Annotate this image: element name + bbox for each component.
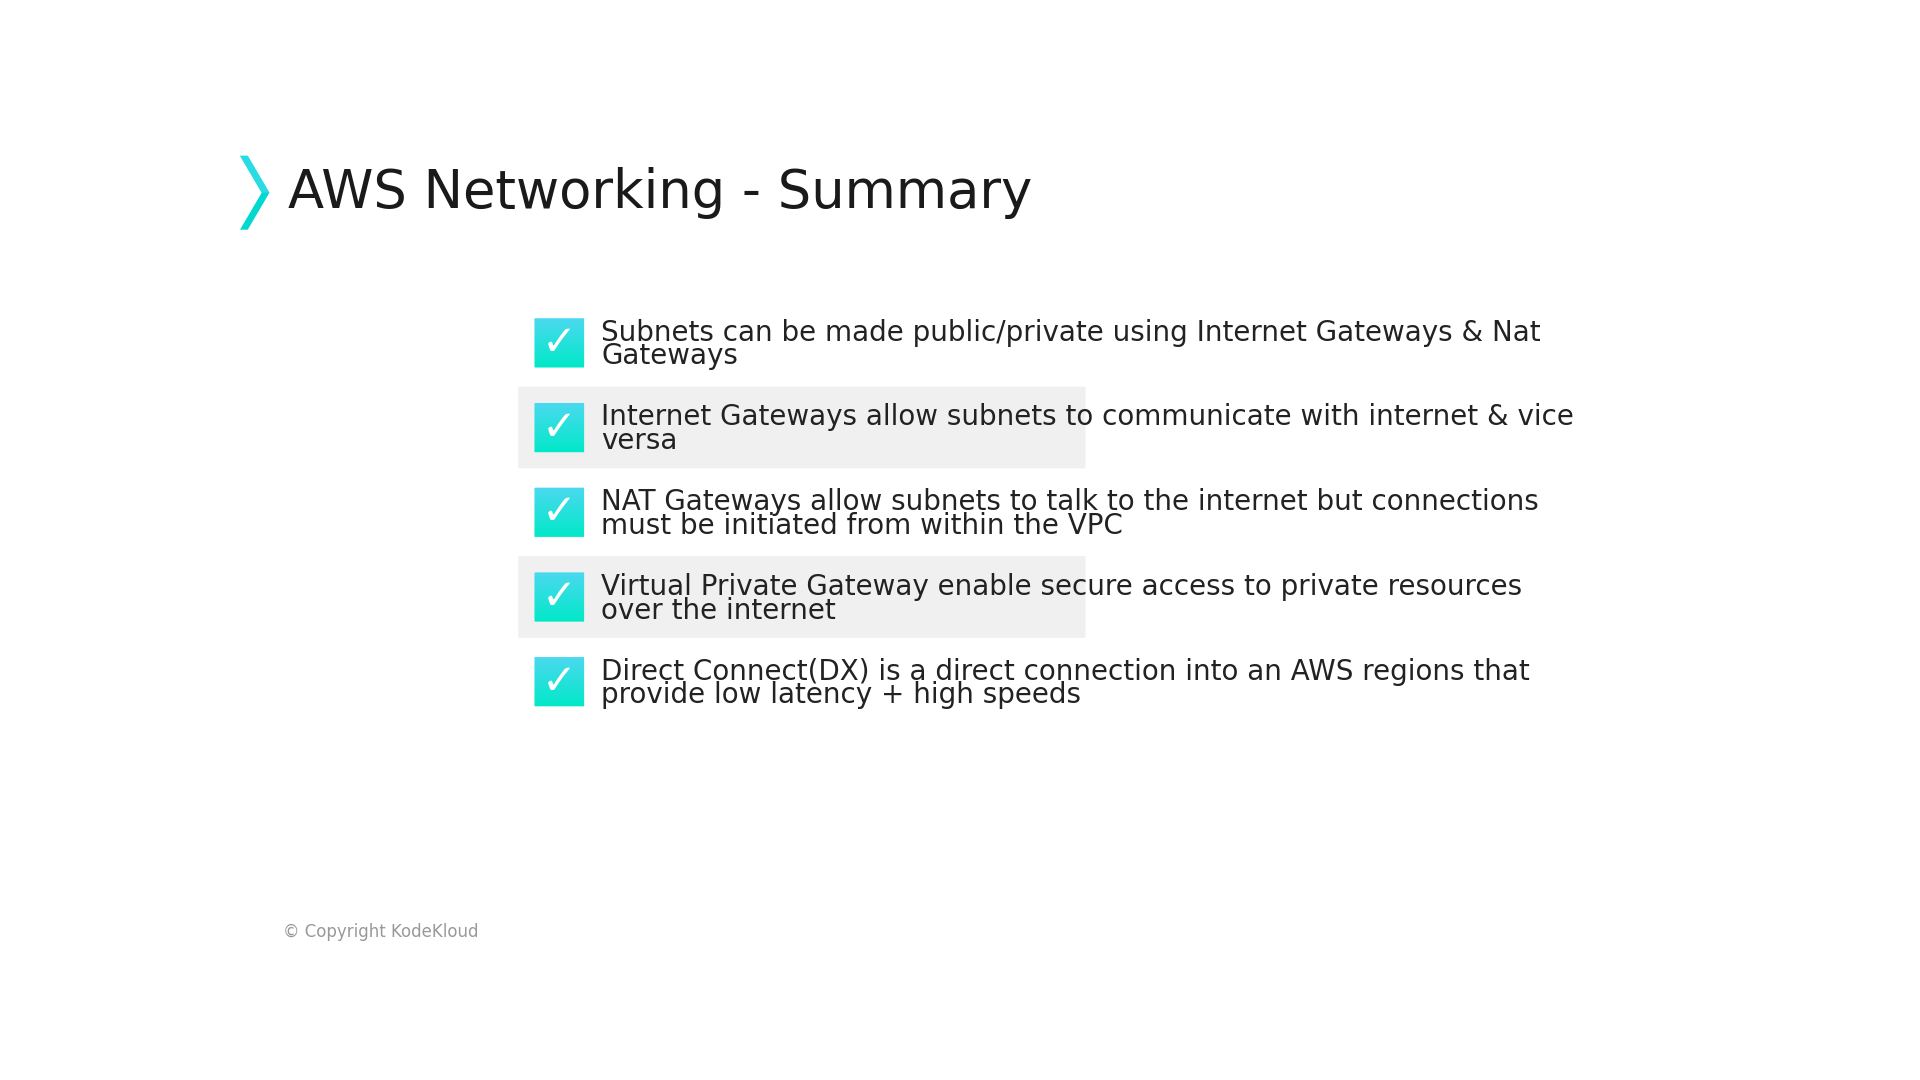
FancyBboxPatch shape — [518, 640, 1085, 723]
FancyBboxPatch shape — [518, 387, 1085, 469]
Text: ✓: ✓ — [541, 576, 576, 618]
Text: NAT Gateways allow subnets to talk to the internet but connections: NAT Gateways allow subnets to talk to th… — [601, 488, 1540, 516]
Polygon shape — [240, 156, 269, 230]
Text: Subnets can be made public/private using Internet Gateways & Nat: Subnets can be made public/private using… — [601, 319, 1540, 347]
Text: ✓: ✓ — [541, 406, 576, 448]
Text: provide low latency + high speeds: provide low latency + high speeds — [601, 681, 1081, 710]
Text: Gateways: Gateways — [601, 342, 737, 370]
Text: versa: versa — [601, 428, 678, 455]
Text: Virtual Private Gateway enable secure access to private resources: Virtual Private Gateway enable secure ac… — [601, 572, 1523, 600]
Text: ✓: ✓ — [541, 661, 576, 703]
Text: Internet Gateways allow subnets to communicate with internet & vice: Internet Gateways allow subnets to commu… — [601, 404, 1574, 431]
FancyBboxPatch shape — [518, 302, 1085, 383]
FancyBboxPatch shape — [518, 556, 1085, 638]
FancyBboxPatch shape — [518, 472, 1085, 553]
Text: Direct Connect(DX) is a direct connection into an AWS regions that: Direct Connect(DX) is a direct connectio… — [601, 658, 1530, 686]
Text: ✓: ✓ — [541, 322, 576, 364]
Text: over the internet: over the internet — [601, 596, 835, 624]
Text: AWS Networking - Summary: AWS Networking - Summary — [288, 166, 1033, 219]
Text: ✓: ✓ — [541, 491, 576, 534]
Text: must be initiated from within the VPC: must be initiated from within the VPC — [601, 512, 1123, 540]
Polygon shape — [240, 156, 269, 192]
Text: © Copyright KodeKloud: © Copyright KodeKloud — [282, 923, 478, 941]
